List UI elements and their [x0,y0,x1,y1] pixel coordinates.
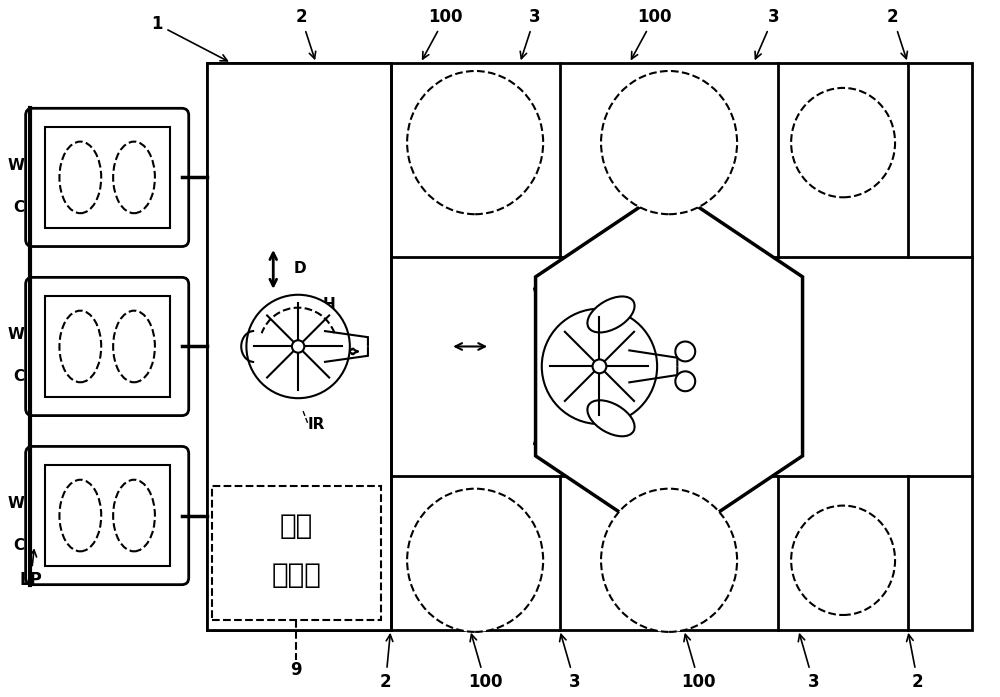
Circle shape [675,342,695,362]
Circle shape [542,309,657,424]
Circle shape [246,295,350,398]
Bar [45,127,170,228]
Text: 9: 9 [290,661,302,679]
Ellipse shape [791,88,895,197]
Bar [45,466,170,566]
FancyBboxPatch shape [26,108,189,247]
Ellipse shape [601,71,737,214]
Text: 2: 2 [295,8,316,59]
Ellipse shape [601,489,737,632]
Text: 2: 2 [380,634,393,691]
Text: IR: IR [308,417,325,431]
Bar [207,63,972,630]
Text: W: W [8,327,25,342]
Text: C: C [14,369,25,384]
Text: H: H [323,297,336,312]
Text: CR: CR [654,441,677,455]
Text: 1: 1 [151,15,227,61]
Ellipse shape [587,400,635,436]
Text: 2: 2 [907,634,923,691]
Text: W: W [8,496,25,511]
Text: 控制部: 控制部 [271,560,321,589]
Ellipse shape [791,505,895,615]
Text: 100: 100 [423,8,463,59]
Text: 3: 3 [798,634,819,691]
Text: 3: 3 [560,634,580,691]
Text: 2: 2 [887,8,907,59]
Circle shape [593,360,606,374]
Ellipse shape [113,141,155,213]
Text: C: C [14,538,25,553]
Ellipse shape [59,480,101,551]
Text: C: C [14,200,25,215]
Text: 100: 100 [631,8,671,59]
Ellipse shape [407,489,543,632]
Bar [45,296,170,397]
Ellipse shape [407,71,543,214]
Circle shape [292,340,304,353]
Ellipse shape [587,296,635,332]
Bar [212,486,381,620]
Ellipse shape [113,311,155,382]
FancyBboxPatch shape [26,277,189,415]
FancyBboxPatch shape [26,446,189,585]
Text: 100: 100 [682,634,716,691]
Bar [207,63,391,630]
Text: 3: 3 [755,8,779,59]
Ellipse shape [59,141,101,213]
Ellipse shape [59,311,101,382]
Text: W: W [8,158,25,173]
Polygon shape [536,187,803,545]
Text: LP: LP [19,550,42,589]
Text: 3: 3 [520,8,541,59]
Text: D: D [293,261,306,277]
Ellipse shape [113,480,155,551]
Text: 100: 100 [468,634,502,691]
Text: 第一: 第一 [280,512,313,540]
Circle shape [675,372,695,391]
